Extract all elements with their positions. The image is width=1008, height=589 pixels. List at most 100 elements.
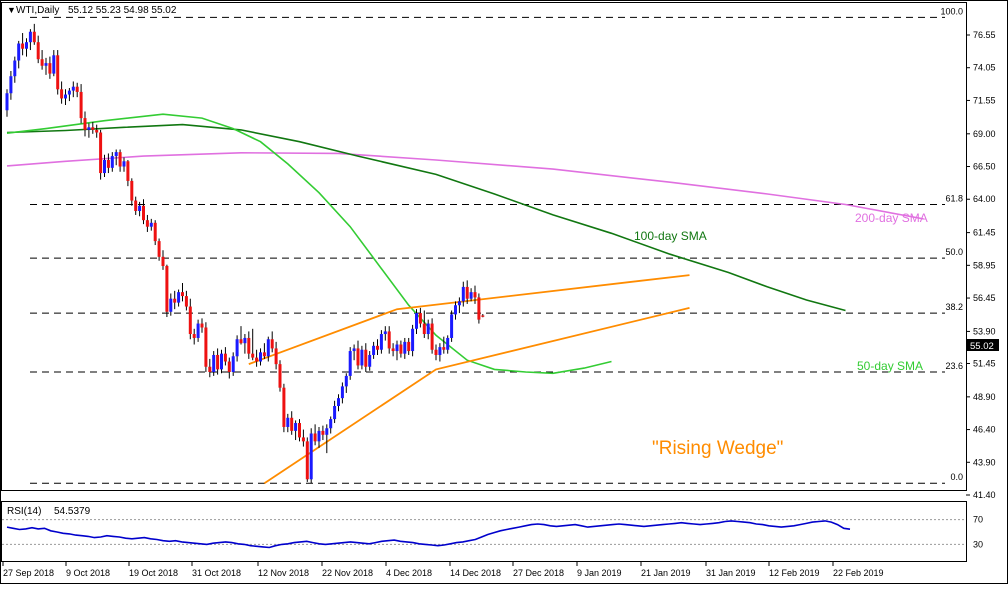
candle bbox=[208, 358, 212, 378]
current-price-tag bbox=[967, 339, 999, 351]
candle bbox=[5, 89, 9, 117]
candle-body bbox=[64, 94, 67, 99]
date-tick-label: 19 Oct 2018 bbox=[129, 568, 178, 578]
candle-body bbox=[333, 406, 337, 420]
candle-body bbox=[79, 91, 83, 119]
candle bbox=[79, 84, 83, 124]
candle bbox=[465, 280, 469, 304]
candle-body bbox=[418, 313, 422, 324]
candle-body bbox=[450, 314, 454, 338]
candle-body bbox=[212, 354, 216, 372]
candle-body bbox=[454, 305, 457, 315]
candle bbox=[103, 154, 106, 177]
candle bbox=[309, 428, 313, 484]
candle bbox=[376, 339, 379, 355]
candle-body bbox=[95, 129, 99, 133]
candle bbox=[44, 57, 48, 75]
price-tick-label: 66.50 bbox=[973, 162, 996, 172]
price-tick-label: 48.90 bbox=[973, 392, 996, 402]
candle-body bbox=[71, 86, 75, 91]
candle-body bbox=[278, 364, 282, 388]
candle bbox=[95, 124, 99, 138]
candle-body bbox=[426, 323, 430, 335]
candle-body bbox=[352, 348, 356, 352]
price-tick-label: 43.90 bbox=[973, 457, 996, 467]
candle bbox=[122, 157, 126, 172]
candle-body bbox=[469, 292, 473, 299]
candle bbox=[446, 335, 450, 354]
candle bbox=[71, 81, 75, 98]
candle-body bbox=[67, 90, 71, 95]
candle-body bbox=[177, 292, 181, 303]
candle bbox=[364, 343, 368, 372]
candle bbox=[481, 314, 485, 318]
candle-body bbox=[247, 337, 251, 354]
candle bbox=[317, 426, 321, 448]
candle bbox=[411, 324, 415, 357]
candle bbox=[153, 220, 157, 246]
candle bbox=[266, 336, 270, 362]
candle bbox=[9, 70, 13, 100]
candle-body bbox=[235, 339, 239, 357]
candle-body bbox=[157, 241, 161, 257]
candle bbox=[17, 40, 21, 69]
rsi-value: 54.5379 bbox=[54, 506, 91, 517]
candle-body bbox=[481, 315, 485, 317]
wedge-upper-line bbox=[248, 274, 690, 365]
candle bbox=[21, 33, 25, 56]
candle bbox=[301, 429, 305, 447]
fib-level-label: 0.0 bbox=[950, 472, 963, 482]
candle-body bbox=[99, 132, 103, 174]
candle-body bbox=[91, 127, 95, 130]
candle-body bbox=[36, 42, 40, 60]
candle-body bbox=[391, 348, 395, 352]
rising-wedge-lines bbox=[248, 274, 690, 484]
candle-body bbox=[200, 323, 204, 328]
price-tick-label: 74.05 bbox=[973, 63, 996, 73]
sma100-label: 100-day SMA bbox=[634, 229, 707, 243]
fib-level-label: 50.0 bbox=[945, 247, 963, 257]
candle bbox=[340, 382, 344, 404]
candle bbox=[262, 343, 266, 359]
candle-body bbox=[40, 59, 44, 66]
candle bbox=[138, 201, 142, 217]
candle-body bbox=[192, 334, 196, 338]
candle bbox=[418, 307, 422, 328]
candle-body bbox=[461, 286, 465, 302]
candle bbox=[212, 351, 216, 376]
candle-body bbox=[309, 433, 313, 480]
candle bbox=[64, 89, 67, 106]
candle-body bbox=[376, 345, 379, 350]
candle-body bbox=[344, 375, 348, 387]
candle-body bbox=[430, 323, 434, 350]
candle bbox=[356, 340, 360, 370]
candle-body bbox=[383, 331, 387, 335]
candle-body bbox=[21, 43, 25, 49]
price-axis: 76.55 74.05 71.55 69.00 66.50 64.00 61.45 58.95… bbox=[966, 30, 996, 500]
candle-body bbox=[473, 292, 477, 298]
candle bbox=[114, 149, 118, 166]
date-tick-label: 4 Dec 2018 bbox=[386, 568, 432, 578]
candle-body bbox=[32, 31, 36, 43]
candle bbox=[251, 328, 255, 361]
candle-body bbox=[262, 352, 266, 357]
candle bbox=[28, 29, 32, 51]
date-tick-label: 9 Jan 2019 bbox=[577, 568, 622, 578]
candle bbox=[149, 218, 153, 231]
candle bbox=[430, 318, 434, 354]
candle-body bbox=[270, 339, 274, 349]
candle-body bbox=[188, 306, 192, 335]
price-tick-label: 56.45 bbox=[973, 293, 996, 303]
current-price-value: 55.02 bbox=[970, 341, 994, 352]
candle-body bbox=[286, 417, 290, 427]
candle-body bbox=[9, 76, 13, 94]
candle-body bbox=[290, 417, 294, 431]
candle-body bbox=[266, 339, 270, 357]
candle bbox=[75, 82, 79, 98]
candle bbox=[407, 337, 411, 355]
candle bbox=[216, 348, 220, 375]
candle-body bbox=[138, 205, 142, 212]
rsi-line bbox=[6, 520, 851, 549]
candle bbox=[239, 326, 243, 345]
